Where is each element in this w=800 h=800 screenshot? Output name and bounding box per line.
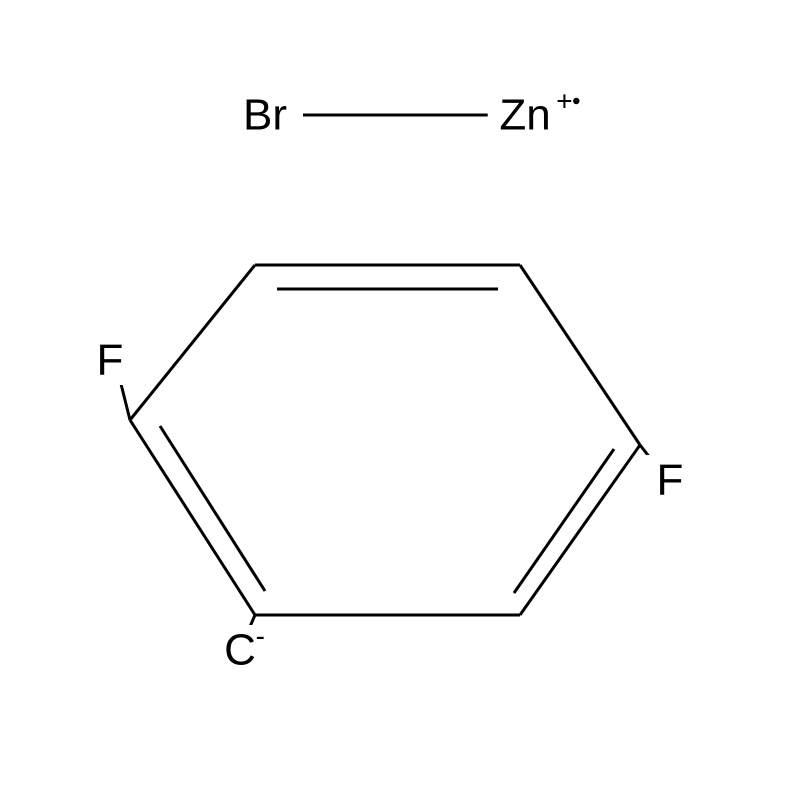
Zn: Zn <box>499 91 550 140</box>
bond-layer <box>120 115 658 636</box>
atom-layer: Br Zn+ F F C- <box>86 86 693 676</box>
ring-bl <box>130 420 255 615</box>
F_right: F <box>657 456 684 505</box>
ring-l <box>130 265 255 420</box>
ring-r-inner <box>514 449 614 593</box>
ring-r <box>520 445 640 615</box>
molecule-diagram: Br Zn+ F F C- <box>0 0 800 800</box>
Br: Br <box>243 91 287 140</box>
F_left: F <box>97 336 124 385</box>
ring-bl-inner <box>160 426 265 591</box>
c-charge: - <box>256 621 265 652</box>
zn-charge: + <box>556 86 572 117</box>
ring-tr <box>520 265 640 445</box>
zn-radical-dot <box>573 98 579 104</box>
C_minus: C <box>224 626 256 675</box>
bond-f-left <box>120 380 130 420</box>
